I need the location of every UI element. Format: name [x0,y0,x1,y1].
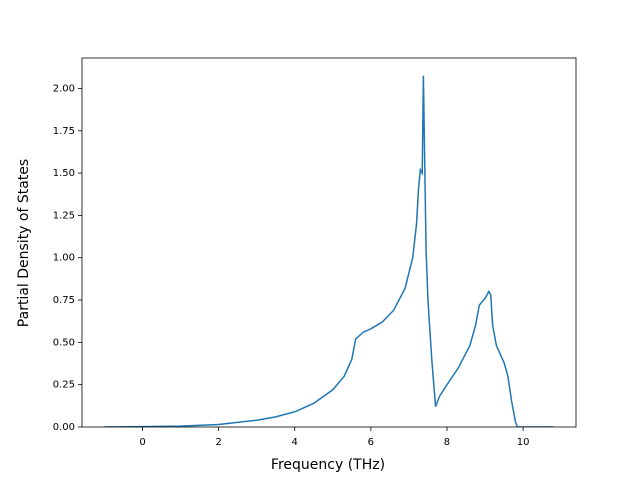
data-line [104,75,554,427]
x-axis-label: Frequency (THz) [271,457,385,473]
y-tick-label: 1.75 [53,126,75,137]
x-tick-label: 0 [139,437,145,448]
x-tick-label: 6 [368,437,374,448]
x-tick-label: 4 [292,437,298,448]
x-tick-label: 8 [444,437,450,448]
y-tick-label: 1.00 [53,253,75,264]
y-axis-label: Partial Density of States [16,159,32,327]
x-tick-label: 10 [517,437,530,448]
y-tick-label: 0.50 [53,337,75,348]
y-tick-label: 1.50 [53,168,75,179]
y-tick-label: 0.00 [53,422,75,433]
y-tick-label: 2.00 [53,83,75,94]
plot-frame [81,57,577,428]
y-tick-label: 0.25 [53,380,75,391]
x-tick-label: 2 [215,437,221,448]
y-tick-label: 1.25 [53,210,75,221]
y-tick-label: 0.75 [53,295,75,306]
